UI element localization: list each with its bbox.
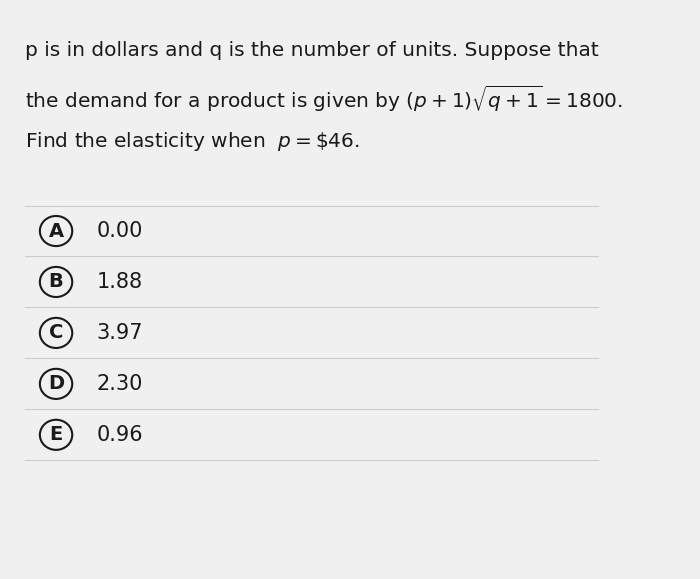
Text: 0.96: 0.96	[97, 425, 144, 445]
Text: B: B	[49, 273, 64, 291]
Text: 3.97: 3.97	[97, 323, 143, 343]
Text: 0.00: 0.00	[97, 221, 143, 241]
Text: D: D	[48, 375, 64, 393]
Text: Find the elasticity when  $p = \$46.$: Find the elasticity when $p = \$46.$	[25, 130, 360, 153]
Text: the demand for a product is given by $(p+1)\sqrt{q+1} = 1800.$: the demand for a product is given by $(p…	[25, 84, 623, 114]
Text: 1.88: 1.88	[97, 272, 143, 292]
Text: E: E	[50, 426, 63, 444]
Text: A: A	[48, 222, 64, 240]
Text: C: C	[49, 324, 63, 342]
Text: p is in dollars and q is the number of units. Suppose that: p is in dollars and q is the number of u…	[25, 41, 598, 60]
Text: 2.30: 2.30	[97, 374, 143, 394]
